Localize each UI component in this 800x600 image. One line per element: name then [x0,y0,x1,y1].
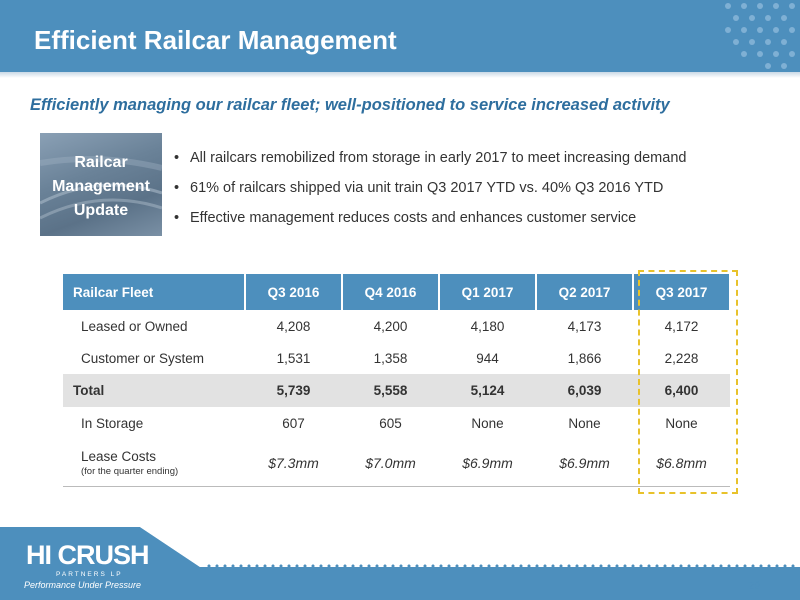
company-logo: HI CRUSH [26,540,150,570]
table-cell: $7.3mm [245,439,342,487]
table-cell: 607 [282,415,305,431]
railcar-fleet-table: Railcar Fleet Q3 2016 Q4 2016 Q1 2017 Q2… [63,274,731,487]
row-label: Leased or Owned [81,318,188,334]
table-cell: 5,739 [245,374,342,407]
dot-pattern-decoration [725,3,795,69]
update-line-2: Management [52,178,150,195]
row-label: Lease Costs (for the quarter ending) [63,439,245,487]
footer-dotted-line [205,563,795,569]
table-cell: 5,124 [439,374,536,407]
total-row: Total 5,739 5,558 5,124 6,039 6,400 [63,374,730,407]
table-row: Customer or System 1,531 1,358 944 1,866… [63,342,730,374]
table-cell: 2,228 [664,350,699,366]
table-cell: $7.0mm [342,439,439,487]
bullet-text: Effective management reduces costs and e… [190,210,637,226]
slide-title: Efficient Railcar Management [34,25,397,55]
lease-costs-row: Lease Costs (for the quarter ending) $7.… [63,439,730,487]
table-cell: 4,172 [664,318,699,334]
table-cell: 1,866 [567,350,602,366]
table-cell: 4,200 [373,318,408,334]
table-cell: 4,173 [567,318,602,334]
bullet-item: • 61% of railcars shipped via unit train … [174,177,686,207]
update-line-1: Railcar [74,154,128,171]
row-label: Customer or System [81,350,205,366]
table-cell: 6,039 [536,374,633,407]
table-cell: 1,531 [276,350,311,366]
table-cell: 4,208 [276,318,311,334]
table-row: In Storage 607 605 None None None [63,407,730,439]
table-cell: $6.8mm [633,439,730,487]
row-label: In Storage [81,415,144,431]
table-cell: 4,180 [470,318,505,334]
table-cell: None [471,415,504,431]
table-cell: None [568,415,601,431]
column-header: Q2 2017 [536,274,634,310]
table-cell: $6.9mm [439,439,536,487]
header-bar: Efficient Railcar Management [0,0,800,72]
table-cell: 1,358 [373,350,408,366]
bullet-text: 61% of railcars shipped via unit train Q… [190,180,664,196]
table-cell: None [665,415,698,431]
bullet-text: All railcars remobilized from storage in… [190,150,687,166]
lease-costs-label: Lease Costs [81,448,157,464]
logo-tagline: Performance Under Pressure [24,580,142,590]
rail-tracks-image [40,156,162,220]
table-header-row: Railcar Fleet Q3 2016 Q4 2016 Q1 2017 Q2… [63,274,731,310]
bullet-item: • Effective management reduces costs and … [174,207,686,237]
table-cell: 5,558 [342,374,439,407]
logo-subtitle: PARTNERS LP [56,571,123,578]
bullet-list: • All railcars remobilized from storage i… [174,147,686,237]
railcar-update-label: Railcar Management Update [40,151,162,223]
bullet-icon: • [174,210,180,226]
column-header: Q3 2017 [633,274,731,310]
railcar-update-image-box: Railcar Management Update [40,133,162,236]
page-number: 29 [748,580,761,592]
header-shadow [0,72,800,78]
lease-costs-note: (for the quarter ending) [81,465,179,477]
table-cell: 944 [476,350,499,366]
column-header: Railcar Fleet [63,274,246,310]
bullet-item: • All railcars remobilized from storage i… [174,147,686,177]
table-cell: 6,400 [633,374,730,407]
row-label: Total [63,374,245,407]
column-header: Q1 2017 [439,274,537,310]
table-row: Leased or Owned 4,208 4,200 4,180 4,173 … [63,310,730,342]
column-header: Q4 2016 [342,274,440,310]
bullet-icon: • [174,150,180,166]
column-header: Q3 2016 [245,274,343,310]
table-cell: $6.9mm [536,439,633,487]
slide-subtitle: Efficiently managing our railcar fleet; … [30,96,670,114]
bullet-icon: • [174,180,180,196]
footer-band [0,527,800,600]
update-line-3: Update [73,202,129,219]
table-cell: 605 [379,415,402,431]
